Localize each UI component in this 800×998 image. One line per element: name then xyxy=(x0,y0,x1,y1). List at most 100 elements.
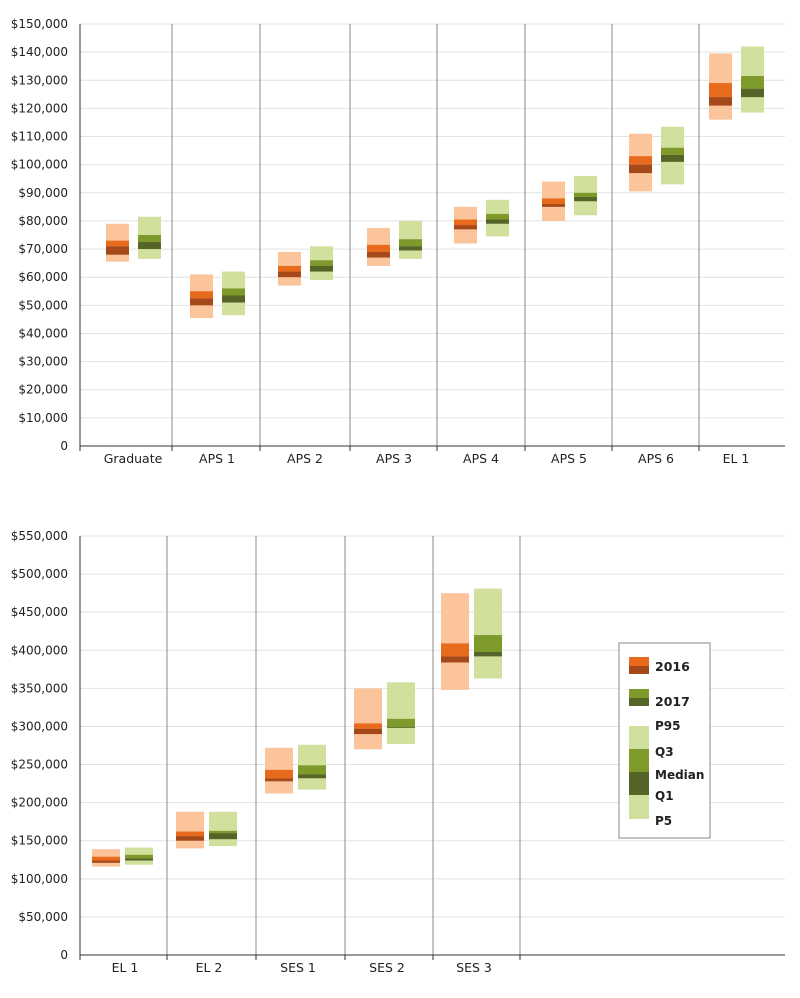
box-2016-graduate xyxy=(106,223,129,262)
category-label: SES 3 xyxy=(456,960,492,975)
box-2017-aps-5 xyxy=(574,175,597,216)
y-tick-label: $200,000 xyxy=(11,796,68,810)
box-2016-ses-3 xyxy=(441,593,469,690)
box-2017-aps-1 xyxy=(222,271,245,316)
y-tick-label: $140,000 xyxy=(11,45,68,59)
y-tick-label: $120,000 xyxy=(11,101,68,115)
box-lower-quartile xyxy=(106,246,129,255)
category-label: Graduate xyxy=(104,451,163,466)
y-tick-label: $300,000 xyxy=(11,719,68,733)
y-tick-label: $20,000 xyxy=(18,383,68,397)
box-upper-quartile xyxy=(310,260,333,266)
box-2016-el-1 xyxy=(92,849,120,867)
y-tick-label: $150,000 xyxy=(11,17,68,31)
legend-swatch-2017-upper xyxy=(629,689,649,698)
box-upper-quartile xyxy=(367,244,390,252)
box-lower-quartile xyxy=(574,197,597,202)
box-upper-quartile xyxy=(354,723,382,729)
y-tick-label: 0 xyxy=(60,439,68,453)
y-tick-label: $50,000 xyxy=(18,298,68,312)
category-label: EL 1 xyxy=(723,451,750,466)
legend-key-q1 xyxy=(629,772,649,795)
box-2016-aps-1 xyxy=(190,274,213,318)
category-label: APS 6 xyxy=(638,451,674,466)
box-2016-aps-6 xyxy=(629,133,652,192)
y-tick-label: $500,000 xyxy=(11,567,68,581)
legend-quantile-label: P95 xyxy=(655,719,681,733)
y-tick-label: $70,000 xyxy=(18,242,68,256)
box-2017-aps-3 xyxy=(399,220,422,259)
legend-quantile-label: Q1 xyxy=(655,789,674,803)
box-upper-quartile xyxy=(486,213,509,220)
box-whisker-band xyxy=(387,682,415,744)
y-tick-label: $450,000 xyxy=(11,605,68,619)
legend-key-q3 xyxy=(629,749,649,773)
box-whisker-band xyxy=(474,588,502,679)
box-upper-quartile xyxy=(176,831,204,837)
y-tick-label: 0 xyxy=(60,948,68,962)
box-lower-quartile xyxy=(125,858,153,861)
box-2017-graduate xyxy=(138,216,161,259)
category-label: SES 1 xyxy=(280,960,316,975)
category-label: EL 2 xyxy=(196,960,223,975)
box-upper-quartile xyxy=(222,288,245,296)
y-tick-label: $10,000 xyxy=(18,411,68,425)
legend-swatch-2016-upper xyxy=(629,657,649,666)
box-lower-quartile xyxy=(441,656,469,663)
box-2017-el-1 xyxy=(741,46,764,113)
legend-swatch-2017-lower xyxy=(629,698,649,706)
box-upper-quartile xyxy=(661,147,684,155)
box-2017-el-2 xyxy=(209,811,237,847)
box-2017-ses-3 xyxy=(474,588,502,679)
box-upper-quartile xyxy=(106,240,129,247)
box-upper-quartile xyxy=(629,156,652,165)
box-2017-aps-6 xyxy=(661,126,684,185)
legend: 2016 2017 P95 Q3 Median Q1 P5 xyxy=(618,642,711,839)
box-lower-quartile xyxy=(399,246,422,251)
y-tick-label: $400,000 xyxy=(11,643,68,657)
box-lower-quartile xyxy=(298,774,326,779)
box-lower-quartile xyxy=(138,242,161,250)
box-2016-aps-2 xyxy=(278,251,301,286)
category-label: EL 1 xyxy=(112,960,139,975)
legend-swatch-2016-lower xyxy=(629,666,649,674)
y-tick-label: $250,000 xyxy=(11,758,68,772)
chart-1: 0 $10,000 $20,000 $30,000 $40,000 $50,000 $60,… xyxy=(11,17,785,466)
category-label: APS 3 xyxy=(376,451,412,466)
box-lower-quartile xyxy=(209,833,237,840)
box-upper-quartile xyxy=(574,192,597,198)
box-lower-quartile xyxy=(629,164,652,174)
category-label: APS 2 xyxy=(287,451,323,466)
box-lower-quartile xyxy=(454,225,477,230)
y-tick-label: $150,000 xyxy=(11,834,68,848)
box-2017-aps-2 xyxy=(310,246,333,281)
y-tick-label: $30,000 xyxy=(18,355,68,369)
legend-quantile-label: Q3 xyxy=(655,745,674,759)
box-upper-quartile xyxy=(265,769,293,779)
box-upper-quartile xyxy=(125,854,153,859)
box-lower-quartile xyxy=(278,271,301,278)
category-label: SES 2 xyxy=(369,960,405,975)
y-tick-label: $60,000 xyxy=(18,270,68,284)
box-upper-quartile xyxy=(190,291,213,299)
legend-label-2017: 2017 xyxy=(655,694,690,709)
y-tick-label: $40,000 xyxy=(18,326,68,340)
legend-quantile-label: Median xyxy=(655,768,704,782)
y-tick-label: $100,000 xyxy=(11,158,68,172)
box-2017-ses-1 xyxy=(298,744,326,790)
box-upper-quartile xyxy=(474,635,502,652)
box-2017-aps-4 xyxy=(486,199,509,237)
box-whisker-band xyxy=(354,688,382,750)
box-upper-quartile xyxy=(741,76,764,89)
box-lower-quartile xyxy=(265,778,293,782)
box-2016-aps-3 xyxy=(367,227,390,266)
box-lower-quartile xyxy=(354,728,382,735)
box-upper-quartile xyxy=(92,856,120,861)
legend-quantile-label: P5 xyxy=(655,814,672,828)
box-upper-quartile xyxy=(399,239,422,247)
box-upper-quartile xyxy=(454,219,477,226)
box-whisker-band xyxy=(209,811,237,847)
box-lower-quartile xyxy=(176,836,204,841)
box-upper-quartile xyxy=(138,235,161,243)
box-upper-quartile xyxy=(298,765,326,775)
